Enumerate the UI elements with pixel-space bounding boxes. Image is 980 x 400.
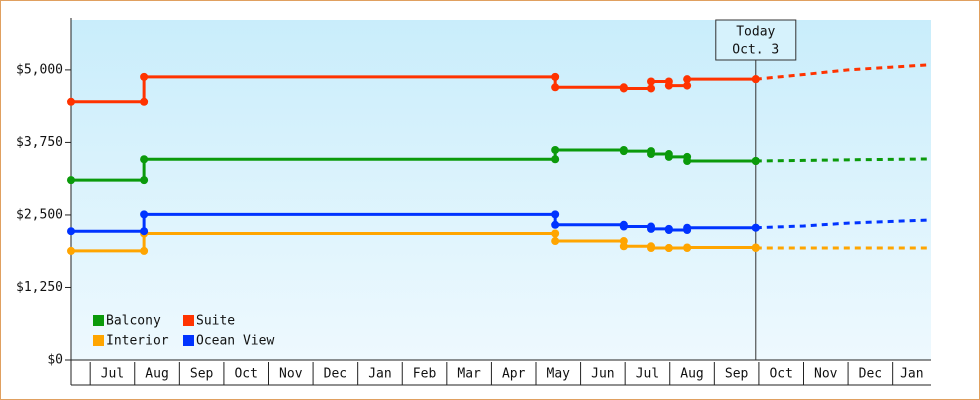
x-tick-label: Oct	[769, 367, 792, 382]
point	[140, 176, 149, 185]
point	[551, 220, 560, 229]
series	[67, 145, 932, 185]
legend-swatch	[93, 335, 104, 346]
x-tick-label: Aug	[145, 367, 168, 382]
y-tick-label: $1,250	[16, 280, 63, 295]
legend-label: Ocean View	[196, 334, 274, 349]
point	[140, 97, 149, 106]
x-tick-label: May	[547, 367, 571, 382]
x-tick-label: Apr	[502, 367, 526, 382]
y-tick-label: $0	[47, 353, 63, 368]
x-tick-label: Mar	[457, 367, 481, 382]
today-box	[715, 19, 797, 61]
point	[683, 223, 692, 232]
y-tick-label: $3,750	[16, 135, 63, 150]
point	[647, 224, 656, 233]
point	[619, 84, 628, 93]
legend-label: Balcony	[106, 314, 161, 329]
point	[751, 244, 760, 253]
point	[551, 83, 560, 92]
plot-area	[71, 20, 931, 360]
point	[664, 244, 673, 253]
y-tick-label: $5,000	[16, 62, 63, 77]
x-tick-label: Nov	[814, 367, 838, 382]
point	[551, 155, 560, 164]
x-tick-label: Jan	[368, 367, 391, 382]
legend-label: Interior	[106, 334, 169, 349]
point	[551, 237, 560, 246]
point	[683, 243, 692, 252]
point	[551, 145, 560, 154]
point	[664, 152, 673, 161]
x-tick-label: Jul	[636, 367, 659, 382]
legend-swatch	[183, 335, 194, 346]
point	[140, 72, 149, 81]
series	[67, 210, 932, 236]
point	[647, 84, 656, 93]
legend-label: Suite	[196, 314, 235, 329]
y-tick-label: $2,500	[16, 207, 63, 222]
series	[67, 63, 932, 106]
point	[647, 244, 656, 253]
point	[140, 210, 149, 219]
series	[67, 229, 931, 255]
forecast-line	[755, 218, 932, 230]
x-tick-label: Jul	[101, 367, 124, 382]
forecast-line	[755, 63, 932, 81]
point	[619, 222, 628, 231]
x-tick-label: Sep	[725, 367, 749, 382]
point	[551, 210, 560, 219]
x-tick-label: Sep	[190, 367, 214, 382]
point	[751, 223, 760, 232]
point	[140, 155, 149, 164]
point	[140, 246, 149, 255]
x-tick-label: Dec	[859, 367, 882, 382]
legend-swatch	[93, 315, 104, 326]
point	[683, 75, 692, 84]
point	[551, 72, 560, 81]
point	[67, 246, 75, 255]
x-tick-label: Nov	[279, 367, 303, 382]
legend-swatch	[183, 315, 194, 326]
x-tick-label: Oct	[234, 367, 257, 382]
point	[664, 226, 673, 235]
point	[67, 176, 75, 185]
point	[67, 97, 75, 106]
x-tick-label: Feb	[413, 367, 437, 382]
point	[683, 81, 692, 90]
today-label: Today	[736, 25, 775, 40]
point	[647, 150, 656, 159]
point	[647, 77, 656, 86]
today-label: Oct. 3	[732, 43, 779, 58]
x-tick-label: Dec	[324, 367, 347, 382]
point	[664, 81, 673, 90]
point	[683, 156, 692, 165]
point	[751, 75, 760, 84]
point	[140, 227, 149, 236]
forecast-line	[755, 157, 932, 163]
x-tick-label: Jan	[900, 367, 923, 382]
point	[619, 147, 628, 156]
point	[67, 227, 75, 236]
x-tick-label: Jun	[591, 367, 614, 382]
point	[751, 156, 760, 165]
x-tick-label: Aug	[680, 367, 703, 382]
point	[551, 229, 560, 238]
point	[619, 242, 628, 251]
